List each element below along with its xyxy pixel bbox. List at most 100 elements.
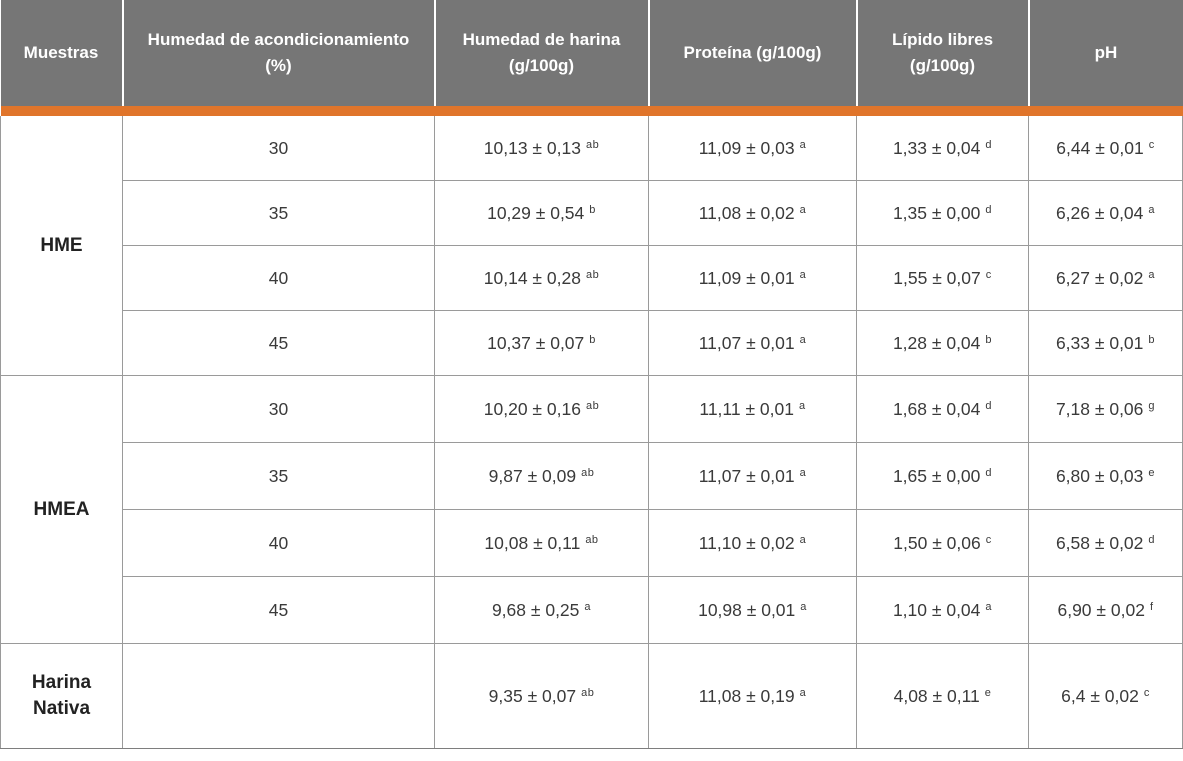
cell-proteina: 11,08 ± 0,19 a bbox=[648, 643, 857, 749]
significance-superscript: a bbox=[799, 138, 807, 151]
significance-superscript: d bbox=[985, 399, 993, 412]
significance-superscript: a bbox=[799, 466, 807, 479]
cell-ph: 6,33 ± 0,01 b bbox=[1028, 310, 1183, 376]
significance-superscript: c bbox=[985, 268, 992, 281]
significance-superscript: a bbox=[799, 333, 807, 346]
value: 10,08 ± 0,11 bbox=[484, 532, 581, 553]
table-row-hmea-30: HMEA 30 10,20 ± 0,16 ab 11,11 ± 0,01 a 1,6… bbox=[0, 375, 1183, 644]
cell-ph: 7,18 ± 0,06 g bbox=[1028, 375, 1183, 443]
significance-superscript: e bbox=[1148, 466, 1156, 479]
significance-superscript: a bbox=[799, 533, 807, 546]
cell-proteina: 10,98 ± 0,01 a bbox=[648, 576, 857, 644]
value: 11,09 ± 0,03 bbox=[698, 137, 795, 158]
table-row-hme-40: 40 10,14 ± 0,28 ab 11,09 ± 0,01 a 1,55 ± 0… bbox=[1, 245, 1183, 311]
cell-harina: 9,68 ± 0,25 a bbox=[434, 576, 649, 644]
cell-lipido: 1,50 ± 0,06 c bbox=[856, 509, 1029, 577]
cell-lipido: 1,55 ± 0,07 c bbox=[856, 245, 1029, 311]
value: 1,10 ± 0,04 bbox=[892, 599, 981, 620]
significance-superscript: c bbox=[1143, 686, 1150, 699]
significance-superscript: d bbox=[985, 138, 993, 151]
table-row-harina-nativa: Harina Nativa 9,35 ± 0,07 ab 11,08 ± 0,19… bbox=[0, 643, 1183, 749]
significance-superscript: a bbox=[1148, 203, 1156, 216]
accent-bar-row bbox=[0, 106, 1183, 116]
significance-superscript: d bbox=[1148, 533, 1156, 546]
cell-harina: 9,35 ± 0,07 ab bbox=[434, 643, 649, 749]
cell-lipido: 1,35 ± 0,00 d bbox=[856, 180, 1029, 246]
cell-proteina: 11,08 ± 0,02 a bbox=[648, 180, 857, 246]
value: 1,68 ± 0,04 bbox=[892, 398, 981, 419]
significance-superscript: ab bbox=[585, 138, 600, 151]
value: 1,65 ± 0,00 bbox=[892, 465, 981, 486]
cell-lipido: 4,08 ± 0,11 e bbox=[856, 643, 1029, 749]
cell-lipido: 1,10 ± 0,04 a bbox=[856, 576, 1029, 644]
cell-ph: 6,44 ± 0,01 c bbox=[1028, 116, 1183, 181]
cell-proteina: 11,11 ± 0,01 a bbox=[648, 375, 857, 443]
value: 10,13 ± 0,13 bbox=[483, 137, 581, 158]
cell-harina: 10,08 ± 0,11 ab bbox=[434, 509, 649, 577]
significance-superscript: d bbox=[985, 203, 993, 216]
cell-cond: 45 bbox=[122, 576, 435, 644]
value: 11,10 ± 0,02 bbox=[698, 532, 795, 553]
cell-cond: 40 bbox=[122, 245, 435, 311]
cell-proteina: 11,07 ± 0,01 a bbox=[648, 310, 857, 376]
value: 9,68 ± 0,25 bbox=[491, 599, 580, 620]
significance-superscript: b bbox=[1148, 333, 1156, 346]
value: 6,26 ± 0,04 bbox=[1055, 202, 1144, 223]
value: 9,35 ± 0,07 bbox=[488, 685, 577, 706]
value: 1,28 ± 0,04 bbox=[892, 332, 981, 353]
cell-cond bbox=[122, 643, 435, 749]
value: 6,4 ± 0,02 bbox=[1061, 685, 1139, 706]
value: 6,27 ± 0,02 bbox=[1055, 267, 1144, 288]
significance-superscript: a bbox=[985, 600, 993, 613]
significance-superscript: ab bbox=[585, 268, 600, 281]
value: 1,50 ± 0,06 bbox=[893, 532, 981, 553]
significance-superscript: e bbox=[984, 686, 992, 699]
value: 7,18 ± 0,06 bbox=[1055, 398, 1144, 419]
table-header: Muestras Humedad de acondicionamiento (%… bbox=[0, 0, 1183, 116]
significance-superscript: ab bbox=[581, 466, 595, 479]
significance-superscript: c bbox=[1148, 138, 1155, 151]
value: 11,09 ± 0,01 bbox=[698, 267, 795, 288]
value: 9,87 ± 0,09 bbox=[488, 465, 577, 486]
column-header-humedad-harina: Humedad de harina (g/100g) bbox=[434, 0, 650, 106]
value: 10,29 ± 0,54 bbox=[487, 202, 585, 223]
column-header-lipido-libres: Lípido libres (g/100g) bbox=[856, 0, 1030, 106]
cell-cond: 30 bbox=[122, 116, 435, 181]
significance-superscript: b bbox=[985, 333, 993, 346]
significance-superscript: c bbox=[985, 533, 992, 546]
value: 6,80 ± 0,03 bbox=[1055, 465, 1144, 486]
cell-harina: 10,37 ± 0,07 b bbox=[434, 310, 649, 376]
cell-lipido: 1,28 ± 0,04 b bbox=[856, 310, 1029, 376]
value: 10,37 ± 0,07 bbox=[487, 332, 585, 353]
table-row-hme-30: HME 30 10,13 ± 0,13 ab 11,09 ± 0,03 a 1,33… bbox=[0, 116, 1183, 376]
value: 11,07 ± 0,01 bbox=[698, 332, 795, 353]
value: 6,44 ± 0,01 bbox=[1056, 137, 1144, 158]
significance-superscript: a bbox=[799, 268, 807, 281]
value: 11,08 ± 0,02 bbox=[698, 202, 795, 223]
table-body: HME 30 10,13 ± 0,13 ab 11,09 ± 0,03 a 1,33… bbox=[0, 116, 1183, 749]
cell-lipido: 1,65 ± 0,00 d bbox=[856, 442, 1029, 510]
table-row-hmea-35: 35 9,87 ± 0,09 ab 11,07 ± 0,01 a 1,65 ± 0,… bbox=[1, 442, 1183, 510]
cell-harina: 10,13 ± 0,13 ab bbox=[434, 116, 649, 181]
significance-superscript: a bbox=[584, 600, 592, 613]
significance-superscript: b bbox=[589, 333, 596, 346]
value: 6,33 ± 0,01 bbox=[1055, 332, 1144, 353]
value: 1,33 ± 0,04 bbox=[892, 137, 981, 158]
sample-label-hme: HME bbox=[0, 116, 123, 376]
significance-superscript: b bbox=[589, 203, 596, 216]
cell-cond: 30 bbox=[122, 375, 435, 443]
value: 10,20 ± 0,16 bbox=[483, 398, 581, 419]
column-header-proteina: Proteína (g/100g) bbox=[648, 0, 858, 106]
significance-superscript: ab bbox=[581, 686, 595, 699]
cell-cond: 40 bbox=[122, 509, 435, 577]
cell-ph: 6,4 ± 0,02 c bbox=[1028, 643, 1183, 749]
column-header-muestras: Muestras bbox=[0, 0, 124, 106]
cell-proteina: 11,09 ± 0,01 a bbox=[648, 245, 857, 311]
cell-lipido: 1,33 ± 0,04 d bbox=[856, 116, 1029, 181]
significance-superscript: a bbox=[799, 203, 807, 216]
value: 1,35 ± 0,00 bbox=[892, 202, 981, 223]
column-header-ph: pH bbox=[1028, 0, 1183, 106]
cell-proteina: 11,10 ± 0,02 a bbox=[648, 509, 857, 577]
